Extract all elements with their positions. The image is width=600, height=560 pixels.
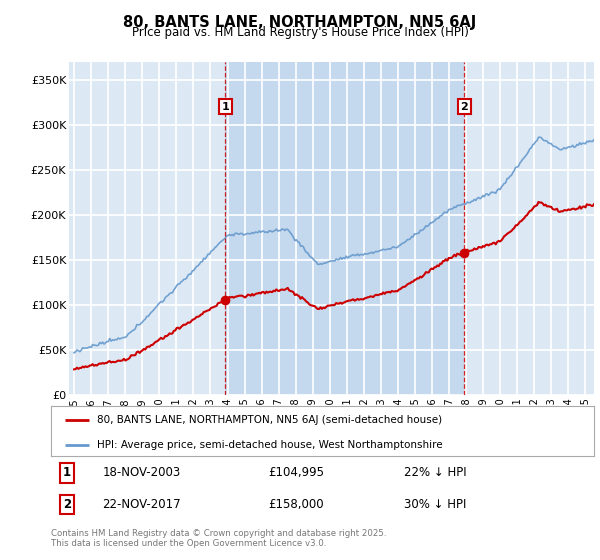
- Text: 1: 1: [63, 466, 71, 479]
- Text: £158,000: £158,000: [268, 498, 324, 511]
- Bar: [226, 62, 464, 395]
- Text: £104,995: £104,995: [268, 466, 324, 479]
- Text: 2: 2: [63, 498, 71, 511]
- Text: Contains HM Land Registry data © Crown copyright and database right 2025.
This d: Contains HM Land Registry data © Crown c…: [51, 529, 386, 548]
- Text: 18-NOV-2003: 18-NOV-2003: [103, 466, 181, 479]
- Text: 30% ↓ HPI: 30% ↓ HPI: [404, 498, 466, 511]
- Text: 2: 2: [461, 101, 469, 111]
- Text: 80, BANTS LANE, NORTHAMPTON, NN5 6AJ (semi-detached house): 80, BANTS LANE, NORTHAMPTON, NN5 6AJ (se…: [97, 415, 442, 425]
- Text: HPI: Average price, semi-detached house, West Northamptonshire: HPI: Average price, semi-detached house,…: [97, 440, 443, 450]
- Text: 80, BANTS LANE, NORTHAMPTON, NN5 6AJ: 80, BANTS LANE, NORTHAMPTON, NN5 6AJ: [124, 15, 476, 30]
- Text: 22-NOV-2017: 22-NOV-2017: [103, 498, 181, 511]
- Text: Price paid vs. HM Land Registry's House Price Index (HPI): Price paid vs. HM Land Registry's House …: [131, 26, 469, 39]
- Text: 1: 1: [221, 101, 229, 111]
- Text: 22% ↓ HPI: 22% ↓ HPI: [404, 466, 467, 479]
